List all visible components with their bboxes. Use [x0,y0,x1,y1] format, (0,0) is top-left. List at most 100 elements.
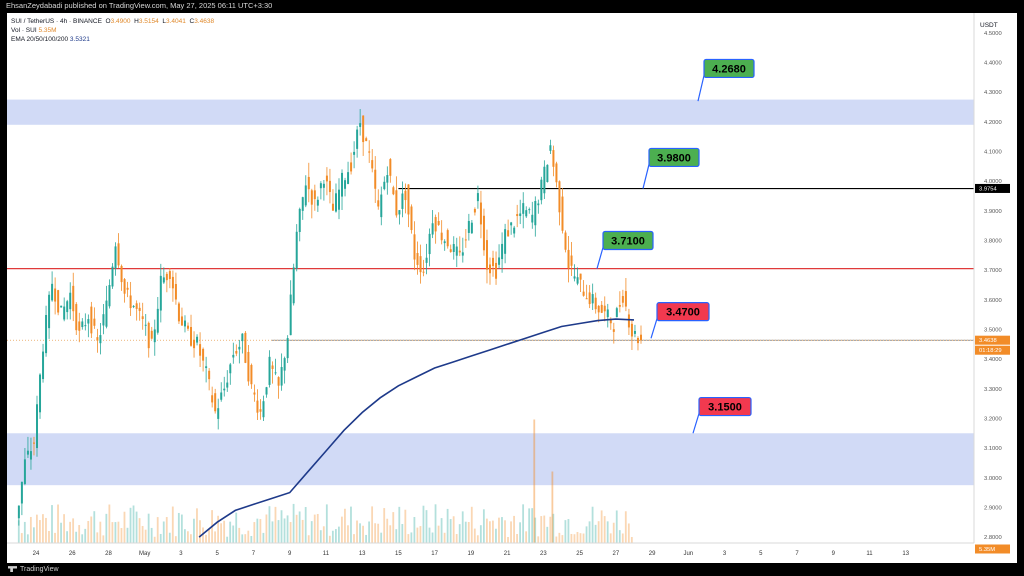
candle-body [69,292,72,310]
volume-bar [51,505,53,543]
ema-indicator-label[interactable]: EMA 20/50/100/200 [11,36,69,43]
volume-bar [561,535,564,543]
time-axis-tick: 9 [832,551,836,557]
volume-bar [123,511,126,543]
volume-bar [362,525,364,543]
price-callout-text: 3.9800 [657,152,691,164]
volume-bar [316,513,319,543]
volume-bar [93,511,96,543]
price-callout-green[interactable] [648,147,700,168]
candle-body [123,279,126,294]
volume-bar [356,520,358,543]
time-axis-tick: 15 [395,551,402,557]
candle-body [244,332,247,363]
price-callout-red[interactable] [656,302,710,322]
legend-ema-row: EMA 20/50/100/200 3.5321 [11,35,214,44]
price-axis-tick: 3.2000 [984,416,1002,422]
candle-body [624,291,627,307]
volume-bar [214,531,216,543]
volume-bar [238,527,241,543]
candle-body [147,322,150,349]
candle-body [150,330,153,339]
volume-bar [99,521,102,543]
volume-bar [147,513,150,543]
price-axis-tick: 4.1000 [984,150,1002,156]
volume-bar [470,506,473,543]
volume-bar [525,531,528,543]
candle-body [108,285,111,307]
candle-body [57,290,60,313]
volume-bar [461,511,464,543]
candle-body [476,193,479,202]
volume-bar [114,522,117,543]
volume-bar [567,519,570,543]
volume-bar [304,506,307,543]
ema-200-line[interactable] [198,318,635,538]
candle-body [235,351,238,354]
volume-bar [168,532,171,543]
volume-bar [141,525,144,543]
candle-body [525,210,528,217]
candle-body [467,220,470,233]
volume-bar [458,524,461,543]
price-callout-green[interactable] [703,58,755,79]
volume-bar [428,527,431,543]
volume-bar [579,533,582,543]
candle-body [636,338,639,344]
symbol-title[interactable]: SUI / TetherUS · 4h · BINANCE [11,18,102,25]
volume-bar [138,518,141,543]
tradingview-logo-icon [8,566,17,573]
candle-body [32,442,35,444]
volume-bar [368,521,370,543]
volume-bar [389,525,392,543]
volume-bar [322,526,325,543]
volume-bar [319,530,322,543]
chart-panel[interactable]: USDT 4.5000 4.4000 4.3000 4.2000 4.1000 4.0000… [7,13,1017,563]
volume-bar [501,517,503,543]
volume-bar [301,519,304,543]
volume-bar [603,516,606,543]
candle-body [159,275,162,311]
volume-bar [220,523,223,543]
candle-body [552,150,555,167]
candle-body [591,294,594,304]
candle-body [17,505,20,519]
candle-body [316,199,319,206]
volume-bar [380,532,383,543]
price-chart[interactable]: USDT 4.5000 4.4000 4.3000 4.2000 4.1000 4.0000… [7,13,1017,563]
candle-body [168,271,171,279]
candle-body [313,190,316,200]
candle-body [295,231,298,269]
candle-body [190,326,193,346]
price-axis-tick: 3.3000 [984,387,1002,393]
candle-body [165,273,168,281]
volume-bar [277,520,280,543]
volume-bar [217,515,219,543]
publish-header: EhsanZeydabadi published on TradingView.… [0,0,1024,12]
legend-volume-row: Vol · SUI 5.35M [11,26,214,35]
volume-bar [537,536,540,543]
candle-body [42,351,45,380]
candle-body [120,265,123,283]
volume-indicator-label[interactable]: Vol · SUI [11,27,37,34]
candle-body [573,276,576,279]
volume-bar [371,506,374,543]
candle-body [492,257,495,267]
candle-body [135,303,138,309]
volume-bar [75,531,78,543]
candle-body [519,213,522,216]
volume-bar [72,518,75,543]
volume-bar [546,526,549,543]
price-axis-tick: 3.8000 [984,238,1002,244]
price-callout-red[interactable] [698,396,752,417]
volume-bar [295,514,298,543]
candle-body [513,227,516,234]
volume-bar [555,536,558,543]
supply-demand-zone-1[interactable] [7,433,974,486]
candle-body [174,284,177,300]
price-callout-green[interactable] [602,230,654,251]
candle-body [87,319,90,324]
supply-demand-zone-0[interactable] [7,99,974,125]
candle-body [138,307,141,311]
candle-body [353,151,356,155]
